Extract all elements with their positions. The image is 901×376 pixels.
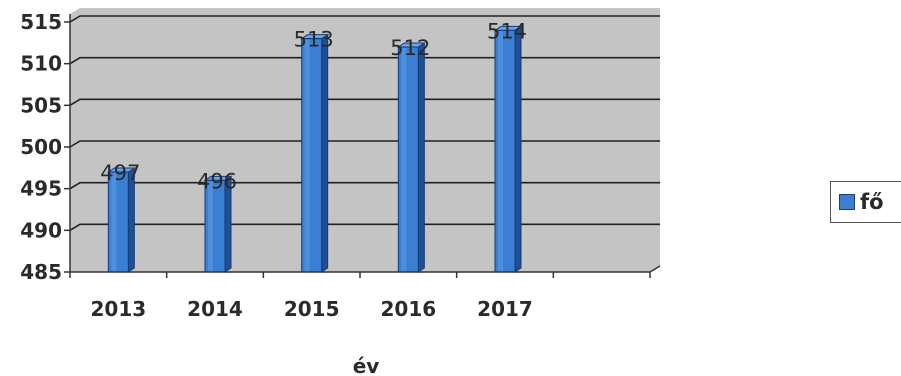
x-tick-label: 2016 [380,297,436,321]
y-tick-label: 495 [20,177,62,201]
x-tick-labels: 2013 2014 2015 2016 2017 [90,297,532,321]
gridlines [69,15,660,232]
y-tick-label: 505 [20,93,62,117]
bar [396,42,426,273]
bar [300,33,330,273]
bar-highlight [401,48,407,272]
y-tick-label: 485 [20,260,62,284]
gridline [69,223,660,232]
data-label: 512 [390,36,430,60]
y-tick-labels: 485 490 495 500 505 510 515 [20,10,62,284]
data-label: 497 [100,161,140,185]
data-label: 513 [294,28,334,52]
data-label: 514 [487,19,527,43]
gridline [69,56,660,65]
axes [64,14,661,278]
x-tick-label: 2015 [284,297,340,321]
bar-highlight [498,31,503,273]
bar-highlight [304,39,310,272]
bar [106,167,136,273]
x-tick-label: 2017 [477,297,533,321]
bar-highlight [111,173,117,272]
legend-swatch [839,194,855,210]
gridline [69,15,660,23]
legend: fő [830,181,901,223]
y-tick-label: 500 [20,135,62,159]
bar-side [321,33,329,273]
x-axis-title: év [353,354,380,376]
gridline [69,98,660,107]
legend-label: fő [860,190,884,214]
bar-highlight [208,181,213,272]
bar-side [417,42,425,273]
bar [493,25,523,273]
x-tick-label: 2013 [90,297,146,321]
data-labels: 497 496 513 512 514 [100,19,527,193]
y-tick-label: 490 [20,218,62,242]
y-tick-label: 515 [20,10,62,34]
plot-area [70,8,660,272]
data-label: 496 [197,169,237,193]
x-tick-label: 2014 [187,297,243,321]
bar-side [514,25,522,273]
gridline [69,140,660,148]
gridline [69,181,660,190]
y-tick-label: 510 [20,52,62,76]
